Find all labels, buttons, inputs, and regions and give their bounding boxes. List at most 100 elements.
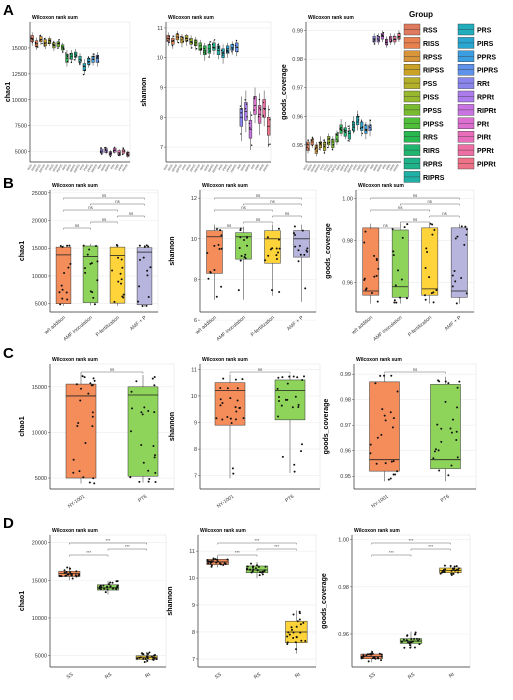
sample-point	[234, 406, 237, 409]
significance-label: ***	[428, 544, 433, 549]
y-tick-label: 1.00	[342, 196, 353, 202]
sample-point	[205, 52, 207, 55]
sample-point	[311, 139, 313, 142]
x-tick-label: AMF inoculation	[62, 315, 93, 343]
sample-point	[145, 244, 148, 247]
sample-point	[393, 299, 396, 302]
sample-point	[364, 124, 367, 126]
y-tick-label: 11	[157, 26, 163, 32]
box-piprs	[234, 39, 239, 57]
sample-point	[306, 143, 308, 145]
sample-point	[127, 151, 129, 154]
sample-point	[363, 277, 366, 280]
sample-point	[380, 653, 383, 656]
x-tick-label: RRS	[335, 164, 342, 171]
sample-point	[287, 631, 290, 634]
x-tick-label: PIPRt	[392, 163, 399, 172]
legend-label: RSS	[423, 28, 438, 35]
sample-point	[154, 454, 157, 457]
sample-point	[216, 558, 219, 561]
sample-point	[146, 659, 149, 662]
y-tick-label: 25000	[32, 191, 47, 197]
sample-point	[239, 105, 242, 107]
significance-bracket: ns	[214, 193, 302, 200]
chart-c3: 0.95 0.96 0.97 0.98 0.99 Wilcoxon rank sum goo…	[323, 357, 477, 510]
sample-point	[69, 571, 72, 574]
sample-point	[40, 38, 42, 41]
sample-point	[390, 374, 393, 377]
sample-point	[138, 656, 141, 659]
sample-point	[454, 569, 457, 572]
sample-point	[259, 107, 261, 109]
legend-label: RIPRS	[423, 175, 445, 182]
sample-point	[454, 237, 457, 240]
sample-point	[460, 276, 463, 279]
significance-label: ns	[227, 223, 231, 228]
sample-point	[66, 573, 69, 576]
y-tick-label: 12	[191, 196, 197, 202]
sample-point	[217, 43, 219, 46]
sample-point	[145, 655, 148, 658]
significance-bracket: ***	[69, 538, 147, 545]
sample-point	[295, 648, 298, 651]
significance-bracket: ns	[400, 199, 460, 206]
y-axis-label: shannon	[167, 586, 174, 615]
sample-point	[392, 473, 395, 476]
sample-point	[455, 439, 458, 442]
sample-point	[353, 130, 355, 133]
sample-point	[383, 414, 386, 417]
x-tick-label: NY-1001	[370, 494, 389, 510]
sample-point	[109, 581, 112, 584]
sample-point	[251, 570, 254, 573]
sample-point	[82, 476, 85, 479]
y-tick-label: 0.98	[340, 398, 351, 404]
sample-point	[450, 572, 453, 575]
sample-point	[389, 37, 391, 39]
sample-point	[115, 587, 118, 590]
box-rrt	[239, 96, 243, 142]
sample-point	[105, 146, 107, 149]
sample-point	[63, 569, 66, 572]
sample-point	[75, 575, 78, 578]
sample-point	[457, 567, 460, 570]
sample-point	[391, 227, 394, 230]
box-body	[61, 44, 65, 51]
significance-bracket: ns	[214, 223, 244, 230]
sample-point	[336, 134, 339, 136]
sample-point	[185, 37, 187, 39]
box-rss	[166, 32, 170, 46]
y-tick-label: 15000	[32, 385, 47, 391]
x-tick-label: PIPSS	[193, 164, 201, 174]
sample-point	[288, 633, 291, 636]
sample-point	[212, 557, 215, 560]
legend-label: PISS	[423, 95, 439, 102]
sample-point	[298, 244, 301, 247]
y-tick-label: 8	[194, 447, 197, 453]
x-tick-label: PIRt	[254, 163, 260, 170]
x-tick-label: PPRS	[359, 164, 367, 173]
box-pirs	[225, 42, 230, 58]
sample-point	[299, 631, 302, 634]
sample-point	[257, 565, 260, 568]
sample-point	[378, 39, 380, 42]
sample-point	[264, 108, 266, 110]
box-amf-p	[136, 244, 153, 307]
sample-point	[256, 564, 259, 567]
sample-point	[365, 128, 367, 131]
significance-label: ***	[389, 550, 394, 555]
sample-point	[430, 292, 433, 295]
significance-label: ns	[442, 211, 446, 216]
sample-point	[413, 637, 416, 640]
sample-point	[93, 482, 96, 485]
sample-point	[434, 448, 437, 451]
sample-point	[82, 244, 85, 247]
sample-point	[339, 127, 341, 130]
y-axis-label: shannon	[169, 412, 176, 441]
sample-point	[153, 376, 156, 379]
sample-point	[370, 128, 372, 131]
sample-point	[360, 655, 363, 658]
sample-point	[32, 39, 34, 41]
sample-point	[414, 631, 417, 634]
significance-label: ***	[106, 538, 111, 543]
sample-point	[111, 581, 114, 584]
